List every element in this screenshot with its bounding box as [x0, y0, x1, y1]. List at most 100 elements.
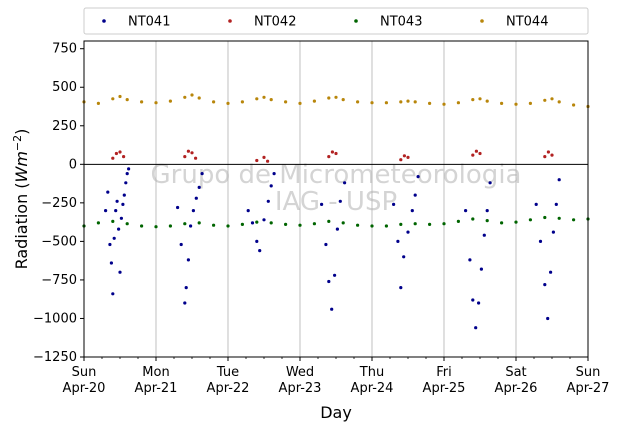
point-NT044-38: [543, 98, 547, 102]
x-tick-date-3: Apr-23: [279, 381, 322, 396]
point-NT044-36: [514, 102, 518, 106]
point-NT041-11: [121, 202, 125, 206]
point-NT044-29: [428, 101, 432, 105]
y-tick-label-1: −1000: [33, 311, 77, 326]
x-tick-date-4: Apr-24: [351, 381, 394, 396]
legend-entry-NT044: NT044: [480, 15, 548, 30]
point-NT041-37: [330, 307, 334, 311]
point-NT043-21: [384, 224, 388, 228]
y-tick-label-5: 0: [69, 157, 77, 172]
point-NT042-6: [190, 151, 194, 155]
x-tick-date-0: Apr-20: [63, 381, 106, 396]
y-axis-label: Radiation (Wm−2): [11, 129, 31, 270]
point-NT043-26: [456, 219, 460, 223]
legend-box: [83, 7, 589, 35]
point-NT043-33: [557, 216, 561, 220]
point-NT041-56: [482, 233, 486, 237]
point-NT041-35: [324, 242, 328, 247]
point-NT044-6: [154, 101, 158, 105]
point-NT042-3: [122, 155, 126, 159]
point-NT041-51: [468, 258, 472, 262]
legend-entry-NT041: NT041: [102, 15, 170, 30]
point-NT042-17: [471, 153, 475, 157]
y-tick-label-8: 750: [52, 42, 77, 57]
point-NT042-12: [330, 150, 334, 154]
point-NT041-19: [184, 286, 188, 290]
point-NT041-38: [333, 273, 337, 277]
legend-marker-NT041: [102, 19, 106, 23]
x-tick-date-5: Apr-25: [423, 381, 466, 396]
x-tick-day-2: Tue: [216, 365, 239, 380]
point-NT041-46: [406, 230, 410, 234]
point-NT043-10: [226, 224, 230, 228]
legend-label-NT043: NT043: [380, 15, 422, 30]
point-NT043-27: [471, 217, 475, 221]
series-NT042: [111, 149, 554, 163]
y-tick-label-4: −250: [41, 196, 77, 211]
point-NT041-64: [551, 230, 556, 234]
legend-entry-NT043: NT043: [354, 15, 422, 30]
point-NT043-3: [125, 222, 129, 226]
point-NT043-7: [183, 222, 187, 226]
point-NT044-7: [168, 99, 172, 103]
point-NT044-20: [327, 96, 331, 100]
x-tick-date-2: Apr-22: [207, 381, 250, 396]
point-NT043-6: [168, 224, 172, 228]
point-NT041-17: [179, 242, 183, 247]
point-NT041-66: [557, 178, 561, 182]
point-NT042-10: [266, 159, 270, 163]
point-NT042-5: [186, 149, 190, 153]
point-NT041-57: [485, 209, 489, 213]
legend: NT041 NT042 NT043 NT044: [83, 7, 589, 35]
legend-label-NT042: NT042: [254, 15, 296, 30]
point-NT044-26: [399, 100, 403, 104]
point-NT044-32: [471, 98, 475, 102]
legend-marker-NT044: [480, 19, 484, 23]
point-NT043-15: [298, 223, 302, 227]
y-tick-label-7: 500: [52, 80, 77, 95]
point-NT042-9: [262, 155, 266, 159]
point-NT041-47: [410, 209, 414, 213]
point-NT044-24: [370, 101, 374, 105]
point-NT041-59: [534, 202, 538, 206]
point-NT044-28: [413, 100, 417, 104]
series-NT043: [82, 215, 590, 229]
point-NT041-42: [392, 202, 396, 206]
point-NT044-23: [356, 100, 360, 104]
y-axis-label-unit: Wm: [12, 151, 31, 182]
y-tick-label-2: −750: [41, 273, 77, 288]
point-NT043-16: [312, 222, 316, 226]
point-NT041-28: [255, 239, 259, 243]
point-NT041-60: [538, 239, 543, 243]
y-axis: −1250 −1000 −750 −500 −250 0 250 500 750: [33, 42, 84, 365]
x-tick-date-7: Apr-27: [567, 381, 610, 396]
point-NT044-41: [572, 103, 576, 107]
watermark: Grupo de Micrometeorologia IAG - USP: [151, 160, 522, 217]
point-NT042-14: [399, 158, 403, 162]
point-NT041-26: [246, 209, 250, 213]
y-axis-label-close: ): [12, 129, 31, 135]
point-NT044-40: [557, 100, 561, 104]
y-axis-label-exponent: −2: [11, 135, 24, 151]
point-NT043-14: [284, 222, 288, 226]
point-NT043-20: [370, 224, 374, 228]
x-tick-day-5: Fri: [436, 365, 452, 380]
point-NT044-18: [298, 101, 302, 105]
point-NT041-20: [186, 258, 190, 262]
y-tick-label-3: −500: [41, 234, 77, 249]
point-NT041-4: [111, 292, 115, 296]
point-NT041-53: [474, 326, 478, 330]
point-NT041-0: [104, 209, 108, 213]
point-NT041-5: [112, 236, 116, 240]
point-NT041-43: [396, 239, 400, 243]
point-NT044-19: [312, 99, 316, 103]
point-NT041-1: [106, 190, 110, 194]
point-NT041-32: [269, 184, 273, 188]
point-NT044-27: [406, 99, 410, 103]
point-NT041-21: [189, 224, 193, 228]
x-tick-date-6: Apr-26: [495, 381, 538, 396]
point-NT043-5: [154, 225, 158, 229]
x-tick-day-3: Wed: [286, 365, 314, 380]
point-NT043-2: [111, 219, 115, 223]
